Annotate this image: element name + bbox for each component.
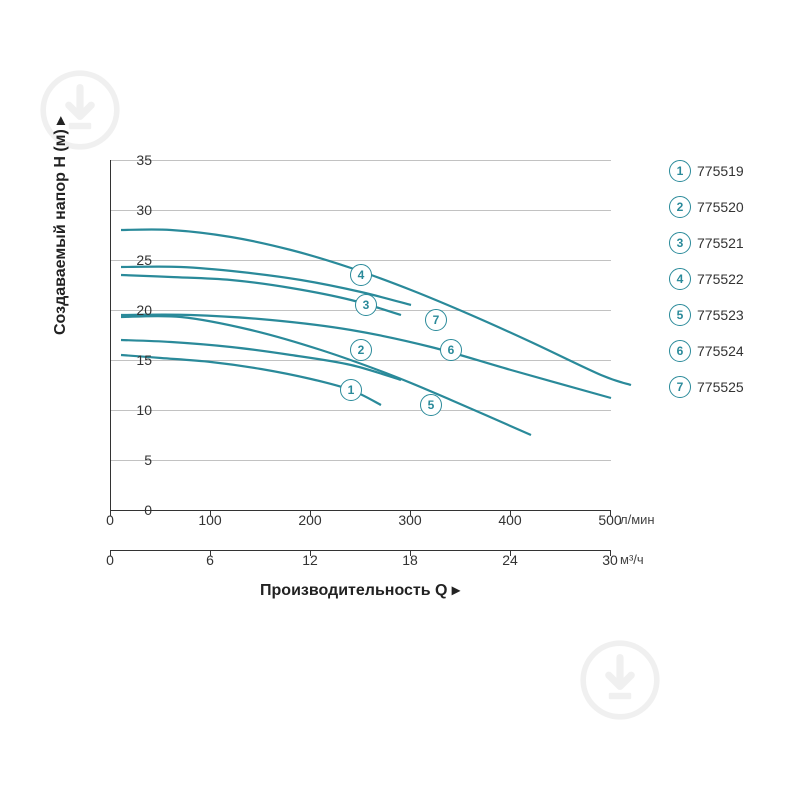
watermark-icon [580, 640, 660, 720]
legend-item: 7 775525 [669, 376, 779, 398]
legend-label: 775523 [697, 307, 744, 323]
secondary-x-axis [110, 550, 610, 551]
y-tick-label: 10 [112, 402, 152, 418]
legend-label: 775524 [697, 343, 744, 359]
curves-svg [111, 160, 611, 510]
pump-performance-chart: Создаваемый напор H (м) ▸ 1234567 051015… [40, 150, 660, 580]
legend-label: 775525 [697, 379, 744, 395]
x-axis-title: Производительность Q ▸ [110, 580, 610, 600]
legend-item: 6 775524 [669, 340, 779, 362]
legend-item: 2 775520 [669, 196, 779, 218]
x-tick-mark [410, 510, 411, 516]
x-tick-mark [610, 510, 611, 516]
legend: 1 775519 2 775520 3 775521 4 775522 5 775523 6 7755… [669, 160, 779, 412]
legend-badge: 4 [669, 268, 691, 290]
x2-tick-mark [410, 550, 411, 556]
curve-5 [121, 316, 531, 435]
curve-badge-3: 3 [355, 294, 377, 316]
legend-label: 775521 [697, 235, 744, 251]
x-tick-mark [210, 510, 211, 516]
x-unit-bottom: м³/ч [620, 552, 644, 567]
legend-badge: 2 [669, 196, 691, 218]
x2-tick-mark [610, 550, 611, 556]
y-tick-label: 35 [112, 152, 152, 168]
y-tick-label: 15 [112, 352, 152, 368]
y-tick-label: 0 [112, 502, 152, 518]
x2-tick-mark [310, 550, 311, 556]
curve-badge-4: 4 [350, 264, 372, 286]
legend-badge: 1 [669, 160, 691, 182]
legend-label: 775522 [697, 271, 744, 287]
legend-label: 775519 [697, 163, 744, 179]
x-tick-mark [510, 510, 511, 516]
legend-item: 3 775521 [669, 232, 779, 254]
y-tick-label: 5 [112, 452, 152, 468]
legend-badge: 6 [669, 340, 691, 362]
y-axis-title: Создаваемый напор H (м) ▸ [50, 117, 70, 335]
curve-badge-2: 2 [350, 339, 372, 361]
legend-badge: 5 [669, 304, 691, 326]
x-tick-mark [110, 510, 111, 516]
x2-tick-mark [110, 550, 111, 556]
y-tick-label: 30 [112, 202, 152, 218]
legend-label: 775520 [697, 199, 744, 215]
y-tick-label: 25 [112, 252, 152, 268]
legend-item: 5 775523 [669, 304, 779, 326]
curve-badge-7: 7 [425, 309, 447, 331]
legend-item: 4 775522 [669, 268, 779, 290]
legend-item: 1 775519 [669, 160, 779, 182]
curve-badge-5: 5 [420, 394, 442, 416]
plot-area: 1 2 3 4 5 6 7 [110, 160, 611, 511]
y-tick-label: 20 [112, 302, 152, 318]
x-tick-mark [310, 510, 311, 516]
x2-tick-mark [510, 550, 511, 556]
x2-tick-mark [210, 550, 211, 556]
legend-badge: 3 [669, 232, 691, 254]
curve-badge-1: 1 [340, 379, 362, 401]
x-unit-top: л/мин [620, 512, 655, 527]
legend-badge: 7 [669, 376, 691, 398]
curve-badge-6: 6 [440, 339, 462, 361]
